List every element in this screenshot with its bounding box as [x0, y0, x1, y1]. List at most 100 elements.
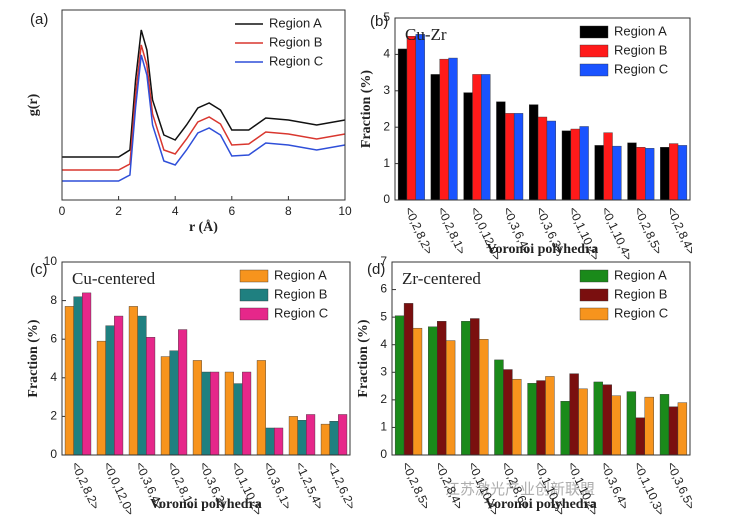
- legend-swatch: [579, 269, 609, 283]
- legend-label: Region C: [614, 61, 668, 76]
- x-axis-label: r (Å): [189, 219, 218, 235]
- bar: [529, 104, 539, 201]
- x-tick-label: <0,3,6,1>: [260, 460, 294, 512]
- x-tick-label: 4: [172, 204, 179, 218]
- legend-label: Region A: [614, 23, 667, 38]
- bar: [611, 395, 621, 456]
- bar: [297, 420, 307, 456]
- bar: [561, 130, 572, 201]
- x-tick-label: <0,3,6,4>: [598, 460, 632, 512]
- legend-label: Region A: [614, 267, 667, 282]
- bar: [594, 145, 604, 201]
- legend-label: Region B: [614, 42, 667, 57]
- legend-swatch: [579, 25, 609, 39]
- bar: [569, 373, 579, 456]
- bar: [430, 74, 440, 201]
- bar: [137, 315, 147, 456]
- bar: [668, 406, 679, 456]
- bar: [169, 350, 179, 456]
- x-tick-label: 10: [338, 204, 352, 218]
- legend-swatch: [239, 288, 269, 302]
- y-tick-label: 1: [383, 156, 390, 170]
- bar: [128, 306, 138, 456]
- y-tick-label: 3: [380, 364, 387, 378]
- bar: [73, 296, 83, 456]
- y-tick-label: 6: [380, 282, 387, 296]
- plot-frame: [61, 9, 346, 201]
- bar: [570, 128, 580, 201]
- bar: [64, 306, 74, 456]
- bar: [256, 360, 266, 456]
- x-tick-label: <1,2,6,2>: [324, 460, 358, 512]
- legend-swatch: [579, 63, 609, 77]
- bar: [560, 401, 570, 456]
- legend-label: Region A: [274, 267, 327, 282]
- x-tick-label: <0,2,8,1>: [435, 205, 469, 257]
- bar: [472, 74, 482, 201]
- y-tick-label: 2: [383, 119, 390, 133]
- bar: [545, 376, 555, 456]
- bar: [537, 116, 548, 201]
- legend-swatch: [239, 307, 269, 321]
- panel-label: (a): [30, 11, 48, 28]
- bar: [496, 101, 506, 201]
- legend-label: Region B: [614, 286, 667, 301]
- bar: [224, 371, 234, 456]
- plot-frame: [394, 17, 691, 201]
- bar: [105, 325, 115, 456]
- y-tick-label: 7: [380, 254, 387, 268]
- bar: [428, 326, 438, 456]
- x-tick-label: <0,3,6,5>: [664, 460, 698, 512]
- chart-title: Cu-Zr: [405, 25, 447, 44]
- y-tick-label: 0: [383, 192, 390, 206]
- series-line: [62, 54, 346, 182]
- bar: [96, 340, 106, 456]
- bar: [512, 378, 522, 456]
- y-axis-label: Fraction (%): [359, 70, 374, 148]
- x-tick-label: <0,2,8,4>: [664, 205, 698, 257]
- y-tick-label: 8: [50, 293, 57, 307]
- bar: [461, 321, 471, 456]
- legend-swatch: [239, 269, 269, 283]
- y-tick-label: 4: [380, 337, 387, 351]
- bar: [603, 132, 613, 201]
- x-tick-label: 2: [115, 204, 122, 218]
- bar: [415, 34, 425, 201]
- panel-label: (d): [367, 261, 385, 278]
- x-tick-label: <0,0,12,0>: [100, 460, 137, 518]
- x-tick-label: <1,2,5,4>: [292, 460, 326, 512]
- legend-swatch: [579, 288, 609, 302]
- bar: [201, 371, 211, 456]
- bar: [668, 143, 679, 201]
- bar: [329, 421, 339, 456]
- x-tick-label: <0,2,8,2>: [68, 460, 102, 512]
- bar: [677, 402, 688, 456]
- series-line: [62, 29, 346, 158]
- legend-label: Region B: [269, 34, 322, 49]
- bar: [406, 36, 417, 201]
- bar: [505, 113, 515, 201]
- chart-title: Cu-centered: [72, 269, 156, 288]
- bar: [114, 315, 124, 456]
- bar: [659, 394, 670, 456]
- y-tick-label: 1: [380, 420, 387, 434]
- bar: [470, 318, 480, 456]
- bar: [436, 321, 447, 456]
- bar: [644, 396, 654, 456]
- bar: [178, 329, 188, 456]
- bar: [626, 391, 637, 456]
- y-tick-label: 2: [50, 409, 57, 423]
- bar: [403, 303, 414, 456]
- bar: [527, 383, 537, 456]
- legend-label: Region B: [274, 286, 327, 301]
- x-tick-label: 0: [59, 204, 66, 218]
- plot-frame: [61, 261, 351, 456]
- x-tick-label: <0,1,10,4>: [598, 205, 635, 263]
- bar: [578, 388, 588, 456]
- x-axis-label: Voronoi polyhedra: [150, 497, 262, 512]
- chart-title: Zr-centered: [402, 269, 481, 288]
- bar: [602, 384, 612, 456]
- y-tick-label: 0: [380, 447, 387, 461]
- bar: [463, 92, 473, 201]
